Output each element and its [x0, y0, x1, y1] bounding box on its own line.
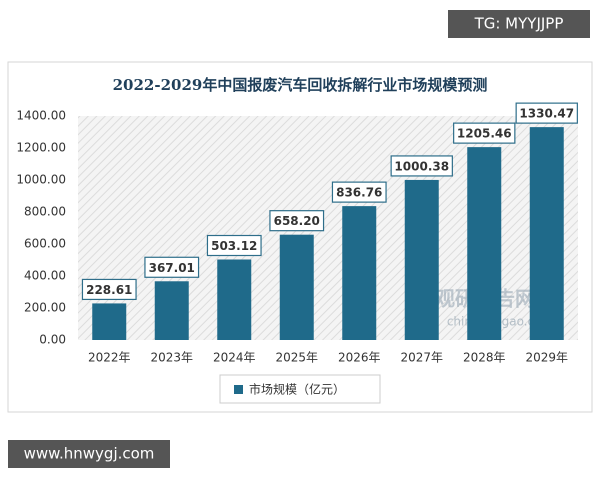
legend [219, 374, 381, 404]
x-tick-label: 2028年 [463, 351, 506, 365]
value-label-box [144, 256, 200, 278]
bar [529, 127, 564, 340]
value-label: 1000.38 [394, 159, 449, 173]
x-tick-label: 2023年 [150, 351, 193, 365]
value-label-box [269, 210, 325, 232]
x-tick-label: 2022年 [88, 351, 131, 365]
bar [404, 179, 439, 340]
chart-title: 2022-2029年中国报废汽车回收拆解行业市场规模预测 [113, 76, 488, 94]
x-tick-label: 2029年 [525, 351, 568, 365]
legend-swatch [234, 385, 243, 394]
value-label-box [206, 234, 262, 257]
y-tick-label: 200.00 [24, 301, 66, 315]
value-label: 367.01 [149, 261, 195, 275]
y-tick-label: 1000.00 [16, 173, 66, 187]
y-tick-label: 800.00 [24, 205, 66, 219]
bar [342, 206, 377, 340]
value-label-box [390, 155, 453, 177]
value-label-box [515, 102, 578, 124]
y-tick-label: 600.00 [24, 237, 66, 251]
y-tick-label: 0.00 [39, 333, 66, 347]
value-label-box [81, 278, 137, 301]
value-label-box [331, 181, 387, 203]
legend-label: 市场规模（亿元） [249, 382, 345, 397]
bar [217, 259, 252, 340]
value-label: 836.76 [336, 186, 382, 200]
y-tick-label: 400.00 [24, 269, 66, 283]
x-tick-label: 2024年 [213, 351, 256, 365]
value-label: 228.61 [86, 283, 132, 297]
y-tick-label: 1400.00 [16, 109, 66, 123]
value-label: 1330.47 [519, 107, 574, 121]
x-tick-label: 2027年 [400, 351, 443, 365]
bar [154, 281, 189, 340]
value-label: 1205.46 [457, 127, 512, 141]
value-label: 503.12 [211, 239, 257, 253]
watermark-top: TG: MYYJJPP [474, 15, 564, 33]
value-label-box [453, 122, 516, 144]
bar [92, 303, 127, 340]
x-tick-label: 2025年 [275, 351, 318, 365]
x-tick-label: 2026年 [338, 351, 381, 365]
bar [467, 147, 502, 340]
watermark-box [448, 10, 590, 38]
watermark-bottom: www.hnwygj.com [24, 445, 155, 463]
watermark-box [8, 440, 170, 468]
y-tick-label: 1200.00 [16, 141, 66, 155]
bar [279, 234, 314, 340]
value-label: 658.20 [274, 214, 320, 228]
